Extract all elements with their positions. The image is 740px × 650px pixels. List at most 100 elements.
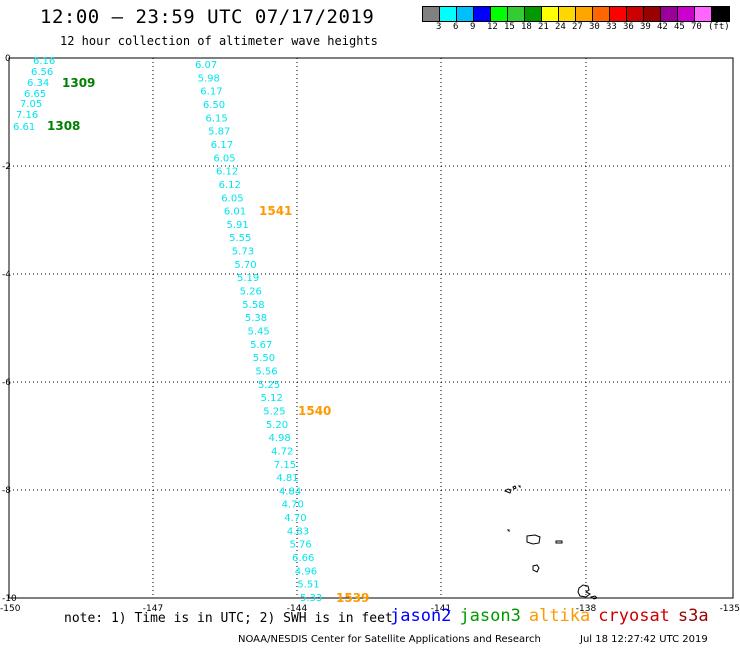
wave-height-value: 4.72 [271,446,293,457]
wave-height-value: 4.96 [295,566,317,577]
wave-height-value: 4.98 [269,433,291,444]
colorbar-labels: 3 6 9 12 15 18 21 24 27 30 33 36 39 42 45 70 (ft) [422,22,740,34]
colorbar-swatch [491,7,508,21]
latitude-tick-label: -4 [2,270,11,280]
colorbar-label: 33 [606,22,617,32]
wave-height-value: 5.50 [253,353,275,364]
colorbar-label: 27 [572,22,583,32]
wave-height-value: 6.05 [221,193,243,204]
colorbar-label: 39 [640,22,651,32]
wave-height-value: 7.15 [274,460,296,471]
pass-time-label: 1539 [336,591,369,605]
satellite-legend: jason2 jason3 altika cryosat s3a [390,606,717,626]
colorbar-label: 6 [453,22,459,32]
longitude-tick-label: -150 [0,604,21,614]
wave-height-value: 5.58 [242,300,264,311]
colorbar-label: 12 [487,22,498,32]
wave-height-value: 7.05 [20,99,42,110]
wave-height-value: 6.56 [31,67,53,78]
island-outline [589,595,598,600]
wave-height-value: 5.25 [258,380,280,391]
island-outline [503,488,512,494]
colorbar-swatch [559,7,576,21]
wave-height-value: 5.19 [237,273,259,284]
wave-height-value: 5.70 [234,260,256,271]
longitude-tick-label: -135 [720,604,740,614]
island-outline [555,540,563,544]
pass-time-label: 1541 [259,204,292,218]
colorbar-swatch [525,7,542,21]
colorbar-label: 24 [555,22,566,32]
wave-height-value: 6.05 [213,153,235,164]
wave-height-value: 6.15 [206,113,228,124]
colorbar-swatch [678,7,695,21]
colorbar-swatch [508,7,525,21]
wave-height-value: 6.66 [292,553,314,564]
wave-height-value: 6.65 [24,89,46,100]
island-outline [517,485,521,489]
colorbar-swatch [695,7,712,21]
wave-height-value: 5.67 [250,340,272,351]
colorbar-label: 70 [691,22,702,32]
wave-height-value: 5.38 [245,313,267,324]
colorbar-label: 21 [538,22,549,32]
wave-height-value: 6.17 [211,140,233,151]
wave-height-value: 5.25 [263,406,285,417]
longitude-tick-label: -138 [576,604,597,614]
colorbar-swatch [593,7,610,21]
legend-jason2: jason2 [390,606,452,626]
colorbar-swatch [661,7,678,21]
credit-text: NOAA/NESDIS Center for Satellite Applica… [238,634,541,645]
island-outline [526,534,541,545]
island-outline [577,584,591,598]
wave-height-value: 5.26 [240,287,262,298]
wave-height-value: 4.83 [287,526,309,537]
wave-height-value: 4.70 [282,500,304,511]
colorbar [422,6,730,22]
colorbar-label: 30 [589,22,600,32]
wave-height-value: 5.12 [261,393,283,404]
pass-time-label: 1540 [298,404,331,418]
colorbar-label: 3 [436,22,442,32]
legend-s3a: s3a [677,606,709,626]
colorbar-swatch [457,7,474,21]
wave-height-value: 6.34 [27,78,49,89]
wave-height-value: 5.91 [227,220,249,231]
longitude-tick-label: -144 [287,604,308,614]
wave-height-value: 5.87 [208,127,230,138]
wave-height-value: 4.70 [284,513,306,524]
colorbar-swatch [542,7,559,21]
wave-height-value: 5.56 [255,367,277,378]
latitude-tick-label: -8 [2,486,11,496]
wave-height-value: 5.51 [297,580,319,591]
longitude-tick-label: -147 [143,604,163,614]
wave-height-value: 4.81 [276,473,298,484]
colorbar-label: 42 [657,22,668,32]
latitude-tick-label: -10 [2,594,17,604]
generated-timestamp: Jul 18 12:27:42 UTC 2019 [580,634,708,645]
colorbar-swatch [576,7,593,21]
colorbar-swatch [440,7,457,21]
colorbar-label: 15 [504,22,515,32]
wave-height-value: 6.17 [200,87,222,98]
wave-height-value: 6.16 [33,56,55,67]
colorbar-swatch [712,7,729,21]
latitude-tick-label: -2 [2,162,11,172]
colorbar-swatch [644,7,661,21]
colorbar-label: 9 [470,22,476,32]
wave-height-value: 7.16 [16,110,38,121]
longitude-tick-label: -141 [431,604,451,614]
colorbar-label: 45 [674,22,685,32]
colorbar-label: (ft) [708,22,730,32]
colorbar-swatch [474,7,491,21]
wave-height-value: 4.84 [279,486,301,497]
page-title: 12:00 – 23:59 UTC 07/17/2019 [40,6,375,28]
legend-jason3: jason3 [459,606,521,626]
wave-height-value: 5.76 [290,540,312,551]
map-frame [8,57,734,599]
wave-height-value: 5.45 [248,327,270,338]
wave-height-value: 5.20 [266,420,288,431]
wave-height-value: 6.50 [203,100,225,111]
wave-height-value: 6.07 [195,60,217,71]
